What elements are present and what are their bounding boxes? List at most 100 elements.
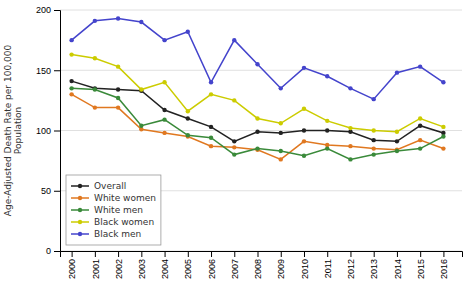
- marker: [116, 64, 120, 68]
- tick: 2016: [439, 251, 449, 279]
- tick: 2012: [346, 251, 356, 279]
- marker: [186, 133, 190, 137]
- marker: [348, 144, 352, 148]
- legend-label: Black women: [94, 217, 154, 227]
- marker: [395, 70, 399, 74]
- marker: [162, 117, 166, 121]
- marker: [255, 130, 259, 134]
- tick: 2015: [416, 251, 426, 279]
- marker: [441, 146, 445, 150]
- line: [72, 88, 444, 159]
- tick: 2007: [230, 251, 240, 279]
- tick-label: 2008: [253, 259, 263, 279]
- tick: 2002: [114, 251, 124, 279]
- marker: [441, 80, 445, 84]
- marker: [186, 109, 190, 113]
- tick-label: 50: [41, 186, 51, 196]
- series: [69, 52, 445, 134]
- legend-item: Black women: [71, 217, 154, 227]
- marker: [232, 145, 236, 149]
- tick: 2011: [323, 251, 333, 278]
- marker: [69, 79, 73, 83]
- tick: 0: [46, 246, 60, 256]
- tick-mark: [72, 251, 73, 257]
- tick-mark: [118, 251, 119, 257]
- marker: [69, 86, 73, 90]
- marker: [116, 87, 120, 91]
- marker: [395, 139, 399, 143]
- line: [72, 81, 444, 141]
- legend-item: White men: [71, 205, 143, 215]
- marker: [93, 56, 97, 60]
- legend-marker: [78, 232, 82, 236]
- legend-label: Overall: [94, 181, 126, 191]
- tick-label: 2001: [91, 259, 101, 279]
- tick-mark: [258, 251, 259, 257]
- marker: [279, 86, 283, 90]
- tick-mark: [211, 251, 212, 257]
- tick-mark: [54, 131, 60, 132]
- marker: [209, 125, 213, 129]
- marker: [209, 92, 213, 96]
- marker: [325, 146, 329, 150]
- tick-mark: [304, 251, 305, 257]
- marker: [69, 92, 73, 96]
- marker: [371, 138, 375, 142]
- tick-mark: [54, 191, 60, 192]
- marker: [441, 125, 445, 129]
- marker: [93, 19, 97, 23]
- marker: [279, 149, 283, 153]
- tick-mark: [54, 70, 60, 71]
- marker: [116, 16, 120, 20]
- tick-mark: [327, 251, 328, 257]
- y-axis-title-line: Age-Adjusted Death Rate per 100,000: [3, 45, 13, 217]
- tick: 2005: [183, 251, 193, 279]
- marker: [302, 107, 306, 111]
- marker: [371, 128, 375, 132]
- marker: [232, 98, 236, 102]
- tick: 2008: [253, 251, 263, 279]
- line: [72, 94, 444, 159]
- tick-mark: [234, 251, 235, 257]
- tick-mark: [54, 10, 60, 11]
- marker: [325, 119, 329, 123]
- legend-label: White women: [94, 193, 156, 203]
- marker: [69, 38, 73, 42]
- legend-marker: [78, 196, 82, 200]
- marker: [418, 138, 422, 142]
- series: [69, 86, 445, 161]
- marker: [418, 146, 422, 150]
- marker: [209, 144, 213, 148]
- marker: [162, 38, 166, 42]
- marker: [395, 130, 399, 134]
- marker: [255, 116, 259, 120]
- marker: [255, 62, 259, 66]
- tick: 2010: [300, 251, 310, 279]
- marker: [441, 134, 445, 138]
- marker: [69, 52, 73, 56]
- legend-label: Black men: [94, 229, 141, 239]
- legend-item: White women: [71, 193, 156, 203]
- plot: 2000200120022003200420052006200720082009…: [36, 5, 463, 279]
- series: [69, 92, 445, 161]
- grid-line: [60, 10, 462, 11]
- tick-label: 2016: [439, 259, 449, 279]
- tick-label: 2014: [393, 259, 403, 279]
- tick-label: 2009: [276, 259, 286, 279]
- marker: [302, 128, 306, 132]
- series: [69, 79, 445, 144]
- marker: [93, 105, 97, 109]
- tick-label: 2011: [323, 259, 333, 278]
- marker: [279, 121, 283, 125]
- marker: [209, 80, 213, 84]
- marker: [139, 20, 143, 24]
- marker: [186, 116, 190, 120]
- tick-label: 2003: [137, 259, 147, 279]
- tick-label: 2002: [114, 259, 124, 279]
- y-axis: 050100150200: [36, 5, 61, 256]
- tick-mark: [374, 251, 375, 257]
- tick-label: 100: [36, 126, 51, 136]
- y-axis-title: Age-Adjusted Death Rate per 100,000Popul…: [3, 45, 23, 217]
- legend-marker: [78, 220, 82, 224]
- chart: 2000200120022003200420052006200720082009…: [0, 0, 474, 293]
